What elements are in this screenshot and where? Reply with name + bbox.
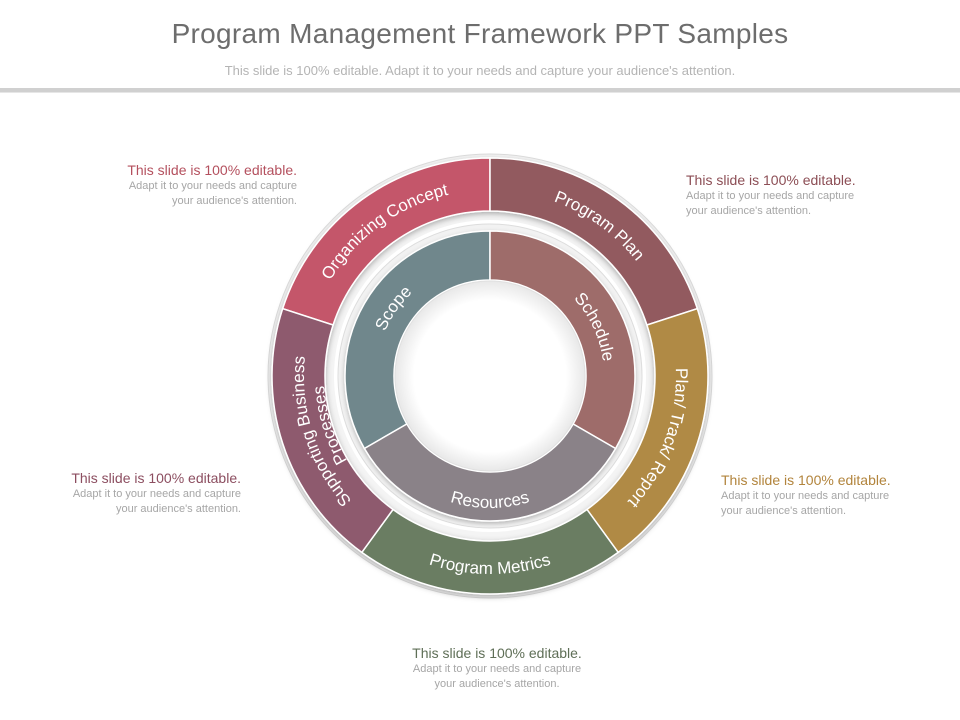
callout-top-right: This slide is 100% editable. Adapt it to… [686,172,946,219]
callout-body-line2: your audience's attention. [721,505,847,517]
callout-heading: This slide is 100% editable. [412,645,582,661]
callout-body-line2: your audience's attention. [434,678,560,690]
callout-body-line1: Adapt it to your needs and capture [412,663,582,675]
segment-resources [363,422,617,522]
slide-subtitle: This slide is 100% editable. Adapt it to… [224,63,736,78]
segment-schedule [489,230,636,450]
callout-body-line1: Adapt it to your needs and capture [686,190,855,202]
callout-heading: This slide is 100% editable. [721,472,891,488]
callout-body-line2: your audience's attention. [686,205,812,217]
header-divider [0,88,960,93]
callout-body-line1: Adapt it to your needs and capture [72,488,241,500]
segment-supporting-business-processes [271,307,395,554]
callout-middle-left: This slide is 100% editable. Adapt it to… [0,470,241,517]
center-hole [394,280,586,472]
callout-body-line1: Adapt it to your needs and capture [721,490,890,502]
callout-body-line2: your audience's attention. [171,195,297,207]
callout-top-left: This slide is 100% editable. Adapt it to… [37,162,297,209]
callout-heading: This slide is 100% editable. [127,162,297,178]
slide-title: Program Management Framework PPT Samples [171,18,789,49]
callout-heading: This slide is 100% editable. [686,172,856,188]
segment-scope [344,230,491,450]
callout-heading: This slide is 100% editable. [71,470,241,486]
callout-bottom: This slide is 100% editable. Adapt it to… [367,645,627,692]
callout-body-line2: your audience's attention. [115,503,241,515]
callout-middle-right: This slide is 100% editable. Adapt it to… [721,472,960,519]
callout-body-line1: Adapt it to your needs and capture [128,180,297,192]
